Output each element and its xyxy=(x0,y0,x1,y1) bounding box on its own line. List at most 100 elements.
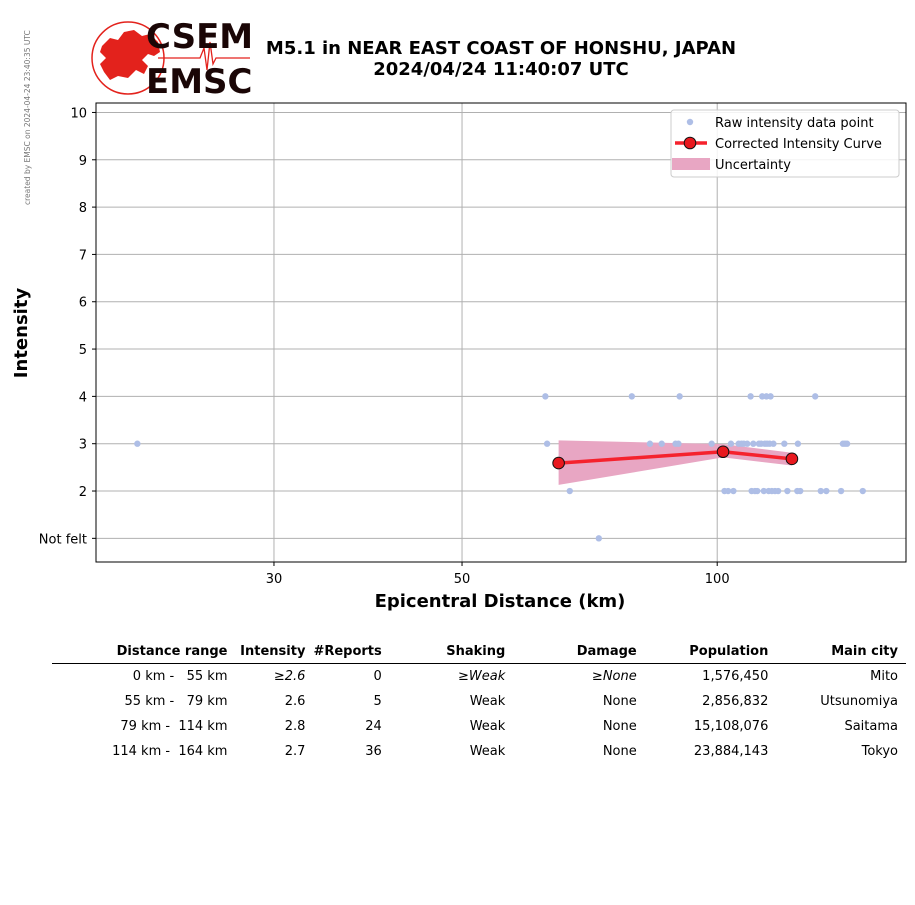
cell-city: Mito xyxy=(870,668,898,684)
cell-city: Saitama xyxy=(844,718,898,734)
cell-population: 23,884,143 xyxy=(693,743,769,759)
header-damage: Damage xyxy=(513,642,645,664)
cell-intensity: 2.6 xyxy=(284,693,306,709)
raw-intensity-point xyxy=(837,487,845,495)
header-reports: #Reports xyxy=(313,642,390,664)
legend-uncertainty-label: Uncertainty xyxy=(715,158,791,173)
intensity-summary-table: Distance range Intensity #Reports Shakin… xyxy=(52,642,906,764)
raw-intensity-point xyxy=(859,487,866,495)
cell-damage: None xyxy=(602,743,637,759)
cell-damage: None xyxy=(602,693,637,709)
raw-points-layer xyxy=(134,393,866,542)
uncertainty-layer xyxy=(558,440,792,485)
raw-intensity-point xyxy=(730,487,737,495)
y-tick-label: 2 xyxy=(79,485,87,500)
cell-range: 55 km - 79 km xyxy=(124,693,228,709)
cell-city: Utsunomiya xyxy=(820,693,898,709)
logo-seismogram xyxy=(158,41,250,71)
raw-intensity-point xyxy=(754,487,761,495)
cell-population: 1,576,450 xyxy=(702,668,769,684)
raw-intensity-point xyxy=(628,393,636,400)
raw-intensity-point xyxy=(784,487,791,495)
cell-range: 79 km - 114 km xyxy=(120,718,228,734)
legend-uncertainty-swatch xyxy=(672,158,710,170)
cell-range: 114 km - 164 km xyxy=(112,743,228,759)
y-tick-label: 3 xyxy=(79,438,87,453)
cell-range: 0 km - 55 km xyxy=(132,668,228,684)
raw-intensity-point xyxy=(823,487,830,495)
header-population: Population xyxy=(644,642,777,664)
x-tick-label: 100 xyxy=(705,572,730,587)
grid-layer xyxy=(96,103,906,562)
cell-city: Tokyo xyxy=(861,743,898,759)
y-tick-label: Not felt xyxy=(39,532,87,547)
raw-intensity-point xyxy=(134,440,141,447)
table-row: 79 km - 114 km 2.8 24 Weak None 15,108,0… xyxy=(52,714,906,739)
raw-intensity-point xyxy=(843,440,851,447)
logo-top-text: CSEM xyxy=(146,18,253,57)
raw-intensity-point xyxy=(760,487,768,495)
raw-intensity-point xyxy=(750,440,757,447)
cell-reports: 24 xyxy=(365,718,382,734)
cell-reports: 5 xyxy=(373,693,382,709)
table-header-row: Distance range Intensity #Reports Shakin… xyxy=(52,642,906,664)
raw-intensity-point xyxy=(542,393,549,400)
raw-intensity-point xyxy=(675,440,682,447)
cell-reports: 0 xyxy=(373,668,382,684)
cell-shaking: Weak xyxy=(469,693,506,709)
y-axis-label: Intensity xyxy=(11,288,32,379)
x-tick-label: 50 xyxy=(454,572,471,587)
legend-frame xyxy=(670,109,900,178)
curve-layer xyxy=(552,445,799,470)
table-row: 0 km - 55 km ≥2.6 0 ≥Weak ≥None 1,576,45… xyxy=(52,664,906,690)
raw-intensity-point xyxy=(595,535,603,542)
raw-intensity-point xyxy=(770,440,777,447)
legend-raw-label: Raw intensity data point xyxy=(715,116,874,131)
raw-intensity-point xyxy=(744,440,751,447)
raw-intensity-point xyxy=(812,393,819,400)
raw-intensity-point xyxy=(708,440,715,447)
raw-intensity-point xyxy=(676,393,683,400)
raw-intensity-point xyxy=(794,440,802,447)
raw-intensity-point xyxy=(566,487,573,495)
corrected-intensity-marker xyxy=(785,452,799,466)
logo-bottom-text: EMSC xyxy=(146,62,253,100)
cell-shaking: Weak xyxy=(469,718,506,734)
header-distance-range: Distance range xyxy=(52,642,236,664)
header-intensity: Intensity xyxy=(235,642,314,664)
chart-title-event: M5.1 in NEAR EAST COAST OF HONSHU, JAPAN xyxy=(265,38,737,59)
cell-damage: None xyxy=(602,718,637,734)
x-tick-label: 30 xyxy=(266,572,283,587)
chart-title: M5.1 in NEAR EAST COAST OF HONSHU, JAPAN… xyxy=(240,38,762,80)
raw-intensity-point xyxy=(767,393,774,400)
raw-intensity-point xyxy=(774,487,782,495)
legend: Raw intensity data point Corrected Intens… xyxy=(670,109,900,178)
table-row: 55 km - 79 km 2.6 5 Weak None 2,856,832 … xyxy=(52,689,906,714)
raw-intensity-point xyxy=(543,440,551,447)
y-tick-label: 10 xyxy=(70,106,87,121)
raw-intensity-point xyxy=(817,487,825,495)
y-tick-label: 6 xyxy=(79,296,87,311)
raw-intensity-point xyxy=(747,393,754,400)
ticks-layer: 30 50 100 Not felt 2 3 4 5 6 7 8 9 10 xyxy=(39,106,730,587)
intensity-chart: 30 50 100 Not felt 2 3 4 5 6 7 8 9 10 Epicentral Dis… xyxy=(11,102,907,612)
cell-shaking: ≥Weak xyxy=(458,668,506,684)
y-tick-label: 5 xyxy=(79,343,87,358)
legend-curve-label: Corrected Intensity Curve xyxy=(715,137,882,152)
cell-intensity: ≥2.6 xyxy=(273,668,306,684)
y-tick-label: 8 xyxy=(79,201,87,216)
raw-intensity-point xyxy=(646,440,654,447)
raw-intensity-point xyxy=(797,487,804,495)
creation-note-text: created by EMSC on 2024-04-24 23:40:35 U… xyxy=(23,30,32,205)
raw-intensity-point xyxy=(724,487,732,495)
cell-population: 2,856,832 xyxy=(702,693,769,709)
creation-note: created by EMSC on 2024-04-24 23:40:35 U… xyxy=(23,30,32,205)
y-tick-label: 7 xyxy=(79,248,87,263)
chart-title-time: 2024/04/24 11:40:07 UTC xyxy=(373,59,629,80)
cell-intensity: 2.8 xyxy=(284,718,306,734)
legend-curve-marker xyxy=(683,136,697,150)
uncertainty-band xyxy=(558,440,792,485)
x-axis-label: Epicentral Distance (km) xyxy=(375,591,626,612)
cell-population: 15,108,076 xyxy=(693,718,769,734)
raw-intensity-point xyxy=(781,440,788,447)
